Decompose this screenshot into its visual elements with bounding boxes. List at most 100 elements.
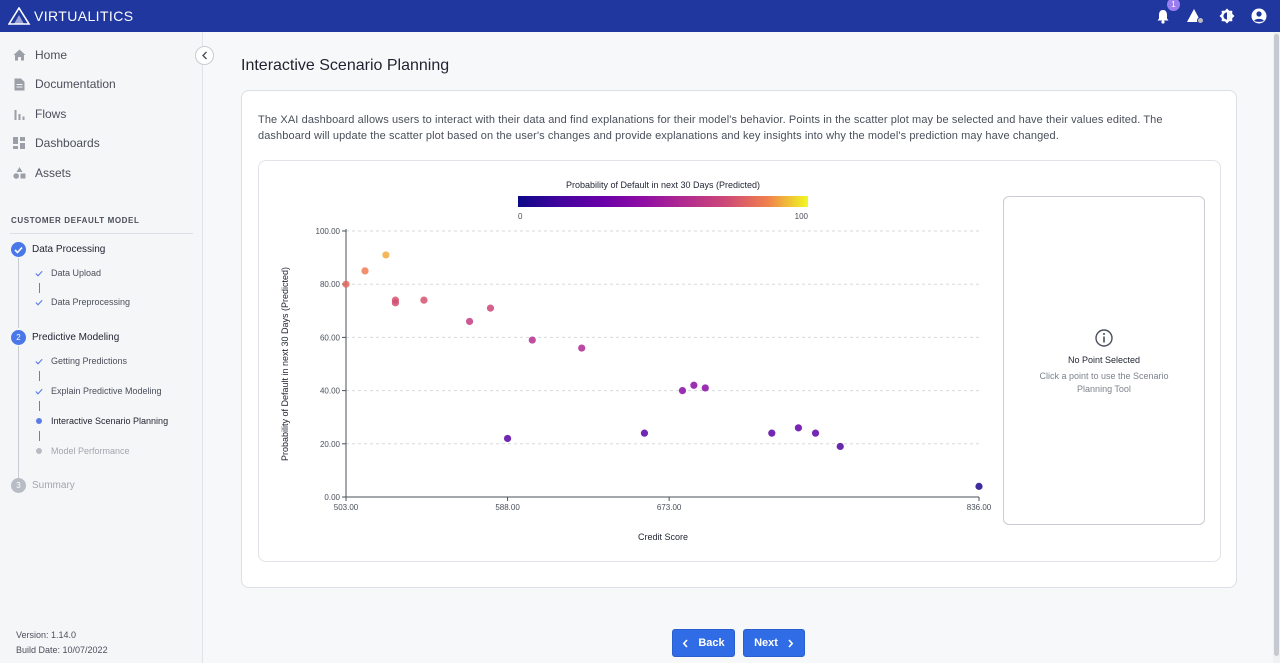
- dashboard-icon: [12, 136, 26, 150]
- sidebar-collapse-button[interactable]: [195, 46, 214, 65]
- substep-label: Model Performance: [51, 446, 130, 456]
- sidebar: Home Documentation Flows Dashboards Asse…: [0, 32, 203, 663]
- nav-dashboards[interactable]: Dashboards: [12, 133, 100, 153]
- x-tick-label: 836.00: [967, 503, 992, 512]
- nav-assets-label: Assets: [35, 166, 72, 180]
- scatter-point[interactable]: [678, 387, 687, 395]
- scatter-point[interactable]: [768, 429, 776, 437]
- nav-home-label: Home: [35, 48, 68, 62]
- warning-icon: [1187, 9, 1204, 24]
- substep-getting-predictions[interactable]: Getting Predictions: [34, 356, 127, 366]
- y-tick-label: 40.00: [320, 387, 341, 396]
- brand-name: VIRTUALITICS: [34, 8, 134, 24]
- substep-connector: [39, 371, 40, 381]
- scatter-chart[interactable]: Probability of Default in next 30 Days (…: [259, 161, 999, 563]
- content-card: The XAI dashboard allows users to intera…: [241, 90, 1237, 588]
- substep-interactive-scenario-planning[interactable]: Interactive Scenario Planning: [34, 416, 168, 426]
- colorbar-title: Probability of Default in next 30 Days (…: [566, 180, 760, 190]
- step-data-processing[interactable]: Data Processing: [11, 242, 105, 257]
- y-tick-label: 80.00: [320, 280, 341, 289]
- nav-home[interactable]: Home: [12, 45, 67, 65]
- x-tick-label: 673.00: [657, 503, 682, 512]
- chevron-right-icon: [788, 638, 794, 648]
- document-icon: [12, 77, 26, 91]
- substep-label: Interactive Scenario Planning: [51, 416, 169, 426]
- substep-connector: [39, 283, 40, 293]
- substep-data-upload[interactable]: Data Upload: [34, 268, 101, 278]
- pending-dot-icon: [34, 448, 44, 454]
- substep-label: Data Upload: [51, 268, 102, 278]
- scatter-point[interactable]: [503, 434, 512, 443]
- check-circle-icon: [11, 242, 26, 257]
- step-number: 3: [11, 478, 26, 493]
- scrollbar-thumb[interactable]: [1274, 34, 1279, 656]
- scatter-point[interactable]: [701, 384, 709, 392]
- step-summary[interactable]: 3 Summary: [11, 478, 75, 493]
- scatter-point[interactable]: [690, 381, 698, 389]
- y-tick-label: 100.00: [316, 227, 341, 236]
- nav-documentation-label: Documentation: [35, 77, 116, 91]
- nav-dashboards-label: Dashboards: [35, 136, 100, 150]
- back-button[interactable]: Back: [672, 629, 735, 657]
- nav-documentation[interactable]: Documentation: [12, 74, 116, 94]
- home-icon: [12, 48, 26, 62]
- scatter-point[interactable]: [578, 344, 586, 352]
- step-connector: [18, 346, 19, 478]
- substep-connector: [39, 431, 40, 441]
- version-label: Version: 1.14.0: [16, 630, 77, 640]
- scatter-point[interactable]: [836, 442, 844, 451]
- theme-toggle-button[interactable]: [1218, 7, 1236, 25]
- page-title: Interactive Scenario Planning: [241, 57, 450, 74]
- scatter-point[interactable]: [465, 317, 474, 326]
- y-tick-label: 60.00: [320, 333, 341, 342]
- chart-container: Probability of Default in next 30 Days (…: [258, 160, 1221, 562]
- scatter-point[interactable]: [640, 429, 649, 437]
- scatter-point[interactable]: [528, 336, 536, 344]
- x-axis-label: Credit Score: [638, 532, 688, 542]
- substep-data-preprocessing[interactable]: Data Preprocessing: [34, 297, 130, 307]
- x-tick-label: 588.00: [495, 503, 520, 512]
- scatter-point[interactable]: [361, 267, 369, 275]
- nav-flows[interactable]: Flows: [12, 104, 66, 124]
- notifications-button[interactable]: 1: [1154, 0, 1180, 25]
- alerts-button[interactable]: [1186, 7, 1204, 25]
- scatter-point[interactable]: [794, 424, 803, 432]
- version-info: Version: 1.14.0 Build Date: 10/07/2022: [16, 628, 108, 658]
- shapes-icon: [12, 166, 26, 180]
- bell-icon: [1157, 9, 1169, 24]
- step-predictive-modeling[interactable]: 2 Predictive Modeling: [11, 330, 119, 345]
- scatter-point[interactable]: [342, 280, 350, 288]
- chevron-left-icon: [202, 51, 207, 60]
- logo[interactable]: VIRTUALITICS: [8, 0, 133, 32]
- next-button[interactable]: Next: [743, 629, 805, 657]
- substep-model-performance[interactable]: Model Performance: [34, 446, 130, 456]
- panel-hint: Click a point to use the Scenario Planni…: [1039, 371, 1169, 394]
- scatter-point[interactable]: [420, 296, 428, 304]
- substep-label: Explain Predictive Modeling: [51, 386, 162, 396]
- current-dot-icon: [34, 418, 44, 424]
- bar-chart-icon: [12, 107, 26, 121]
- back-button-label: Back: [698, 637, 725, 649]
- panel-title: No Point Selected: [1067, 355, 1141, 365]
- sidebar-divider: [10, 233, 193, 234]
- brightness-icon: [1219, 8, 1235, 24]
- top-bar: VIRTUALITICS 1: [0, 0, 1280, 32]
- scatter-point[interactable]: [811, 429, 820, 437]
- substep-connector: [39, 401, 40, 411]
- next-button-label: Next: [754, 637, 778, 649]
- scenario-planning-panel: No Point Selected Click a point to use t…: [1003, 196, 1205, 525]
- scatter-point[interactable]: [382, 251, 390, 259]
- scatter-point[interactable]: [486, 304, 495, 312]
- check-icon: [34, 358, 44, 365]
- step-connector: [18, 258, 19, 328]
- substep-explain-predictive-modeling[interactable]: Explain Predictive Modeling: [34, 386, 162, 396]
- scatter-point[interactable]: [391, 299, 400, 307]
- user-account-button[interactable]: [1250, 7, 1268, 25]
- y-tick-label: 0.00: [324, 493, 340, 502]
- notification-count-badge: 1: [1167, 0, 1180, 11]
- nav-assets[interactable]: Assets: [12, 163, 71, 183]
- scatter-point[interactable]: [975, 482, 983, 490]
- colorbar-min-label: 0: [518, 212, 523, 221]
- info-icon: [1095, 329, 1113, 347]
- substep-label: Getting Predictions: [51, 356, 128, 366]
